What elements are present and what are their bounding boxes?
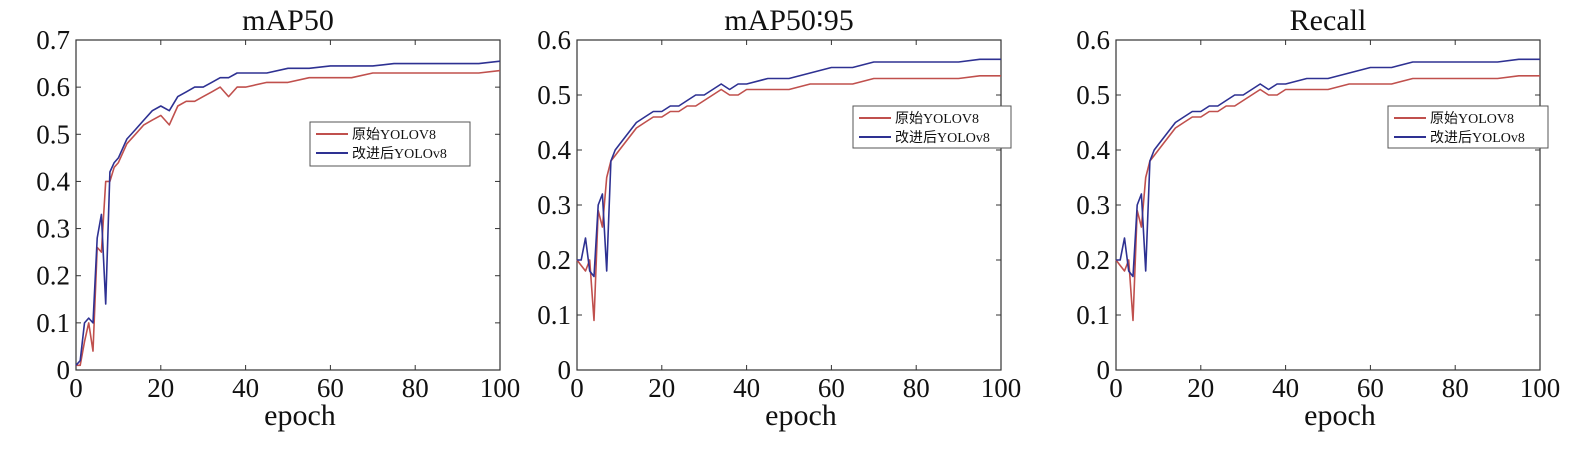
y-tick-label: 0.3 (36, 214, 70, 244)
y-tick-label: 0.2 (537, 245, 571, 275)
y-tick-label: 0 (57, 355, 71, 385)
y-tick-label: 0 (1097, 355, 1111, 385)
legend-label-original: 原始YOLOV8 (1430, 111, 1514, 127)
y-tick-label: 0.3 (537, 190, 571, 220)
x-tick-label: 60 (1357, 373, 1384, 403)
y-tick-label: 0.4 (36, 166, 70, 196)
chart-title-2: mAP50∶95 (724, 4, 854, 37)
x-tick-label: 80 (402, 373, 429, 403)
x-tick-label: 100 (1520, 373, 1561, 403)
y-tick-label: 0.4 (537, 135, 571, 165)
legend-label-improved: 改进后YOLOv8 (895, 130, 990, 146)
x-tick-label: 100 (480, 373, 521, 403)
y-tick-label: 0.1 (1076, 300, 1110, 330)
x-tick-label: 20 (648, 373, 675, 403)
x-tick-label: 20 (1187, 373, 1214, 403)
legend-label-original: 原始YOLOV8 (352, 127, 436, 143)
y-tick-label: 0.5 (537, 80, 571, 110)
x-tick-label: 80 (903, 373, 930, 403)
y-tick-label: 0.6 (36, 72, 70, 102)
x-tick-label: 20 (147, 373, 174, 403)
y-tick-label: 0.3 (1076, 190, 1110, 220)
x-tick-label: 80 (1442, 373, 1469, 403)
plot-frame-1 (75, 39, 501, 371)
x-tick-label: 100 (981, 373, 1022, 403)
series-line-improved (577, 58, 1001, 278)
series-line-improved (1116, 58, 1540, 278)
y-tick-label: 0.5 (1076, 80, 1110, 110)
x-tick-label: 40 (1272, 373, 1299, 403)
y-tick-label: 0 (558, 355, 572, 385)
legend-label-improved: 改进后YOLOv8 (1430, 130, 1525, 146)
legend-box (1387, 105, 1549, 149)
x-axis-label: epoch (765, 399, 837, 432)
chart-title-3: Recall (1290, 4, 1367, 37)
x-tick-label: 40 (232, 373, 259, 403)
legend-label-original: 原始YOLOV8 (895, 111, 979, 127)
x-tick-label: 0 (1109, 373, 1123, 403)
chart-title-1: mAP50 (242, 4, 334, 37)
plot-frame-3 (1115, 39, 1541, 371)
y-tick-label: 0.2 (1076, 245, 1110, 275)
x-tick-label: 40 (733, 373, 760, 403)
x-axis-label: epoch (264, 399, 336, 432)
y-tick-label: 0.7 (36, 25, 70, 55)
plot-frame-2 (576, 39, 1002, 371)
x-tick-label: 60 (818, 373, 845, 403)
legend-label-improved: 改进后YOLOv8 (352, 146, 447, 162)
legend-box (852, 105, 1012, 149)
y-tick-label: 0.1 (36, 308, 70, 338)
y-tick-label: 0.1 (537, 300, 571, 330)
x-tick-label: 60 (317, 373, 344, 403)
x-axis-label: epoch (1304, 399, 1376, 432)
x-tick-label: 0 (69, 373, 83, 403)
x-tick-label: 0 (570, 373, 584, 403)
y-tick-label: 0.6 (1076, 25, 1110, 55)
y-tick-label: 0.6 (537, 25, 571, 55)
y-tick-label: 0.5 (36, 119, 70, 149)
y-tick-label: 0.2 (36, 261, 70, 291)
series-line-improved (75, 60, 501, 366)
legend-box (309, 121, 471, 167)
y-tick-label: 0.4 (1076, 135, 1110, 165)
